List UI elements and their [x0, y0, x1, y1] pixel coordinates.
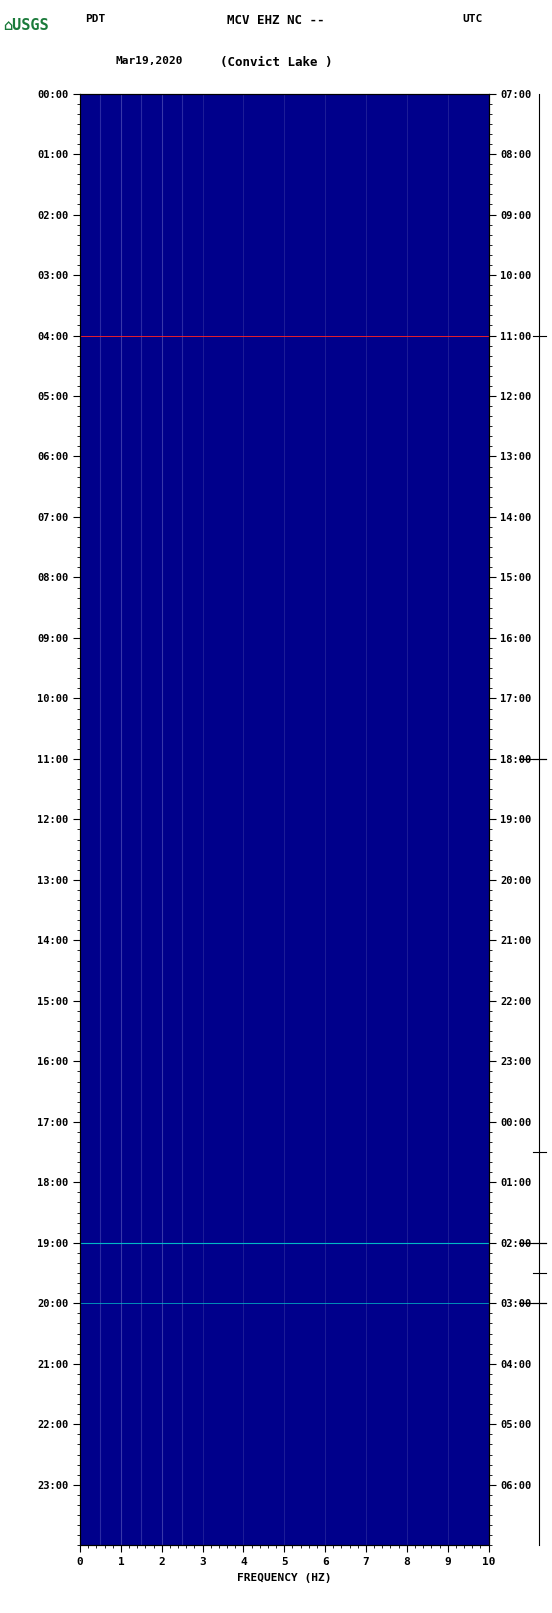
Text: UTC: UTC	[463, 15, 483, 24]
Text: (Convict Lake ): (Convict Lake )	[220, 56, 332, 69]
Text: ⌂USGS: ⌂USGS	[3, 18, 49, 32]
Text: MCV EHZ NC --: MCV EHZ NC --	[227, 15, 325, 27]
Text: Mar19,2020: Mar19,2020	[116, 56, 183, 66]
Text: PDT: PDT	[86, 15, 106, 24]
X-axis label: FREQUENCY (HZ): FREQUENCY (HZ)	[237, 1573, 332, 1582]
